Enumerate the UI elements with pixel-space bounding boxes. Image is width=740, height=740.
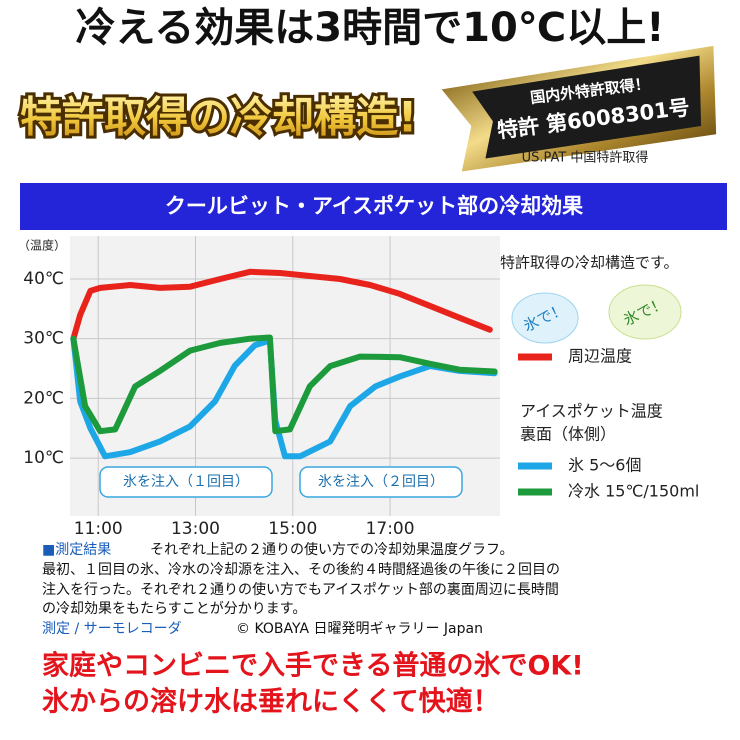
x-tick-label: 17:00	[366, 519, 415, 539]
legend-group: 裏面（体側）	[520, 425, 616, 444]
headline: 冷える効果は3時間で10℃以上!	[76, 5, 665, 51]
legend-label: 周辺温度	[568, 347, 632, 366]
x-tick-label: 11:00	[74, 519, 123, 539]
description-line: 注入を行った。それぞれ２通りの使い方でもアイスポケット部の裏面周辺に長時間	[42, 581, 559, 598]
y-axis-label: （温度）	[18, 238, 66, 253]
annotation-box	[299, 466, 463, 498]
x-tick-label: 13:00	[171, 519, 220, 539]
footer-line: 家庭やコンビニで入手できる普通の氷でOK!	[42, 650, 584, 682]
legend-group: アイスポケット温度	[520, 402, 663, 421]
measure: 測定 / サーモレコーダ	[42, 621, 182, 637]
chart-title-bar	[20, 183, 727, 230]
chart-note: 特許取得の冷却構造です。	[500, 254, 679, 272]
footer-line: 氷からの溶け水は垂れにくくて快適！	[42, 686, 500, 718]
chart-title: クールビット・アイスポケット部の冷却効果	[165, 194, 583, 218]
credit: © KOBAYA 日曜発明ギャラリー Japan	[236, 621, 483, 637]
legend-label: 氷 5～6個	[568, 456, 641, 475]
y-tick-label: 20℃	[23, 388, 64, 408]
description-heading: ■測定結果	[42, 542, 111, 558]
description-line: 最初、１回目の氷、冷水の冷却源を注入、その後約４時間経過後の午後に２回目の	[42, 561, 560, 578]
series-line	[70, 334, 498, 435]
annotation-box	[99, 466, 273, 498]
description-line: それぞれ上記の２通りの使い方での冷却効果温度グラフ。	[150, 541, 513, 558]
annotation: 氷を注入（１回目）	[123, 474, 249, 490]
description-line: の冷却効果をもたらすことが分かります。	[42, 601, 306, 617]
badge	[511, 292, 579, 344]
badge	[608, 284, 682, 340]
y-tick-label: 30℃	[23, 329, 64, 349]
y-tick-label: 40℃	[23, 269, 64, 289]
y-tick-label: 10℃	[23, 448, 64, 468]
lines	[70, 268, 498, 460]
seal-bottom: US.PAT 中国特許取得	[522, 150, 649, 166]
seal-inner	[472, 55, 702, 159]
banner: 特許取得の冷却構造!	[20, 93, 417, 142]
series-line	[70, 268, 493, 342]
legend-label: 冷水 15℃/150ml	[568, 482, 699, 501]
seal: 国内外特許取得！ 特許 第6008301号	[441, 45, 717, 172]
annotation: 氷を注入（２回目）	[318, 474, 444, 490]
x-tick-label: 15:00	[268, 519, 317, 539]
